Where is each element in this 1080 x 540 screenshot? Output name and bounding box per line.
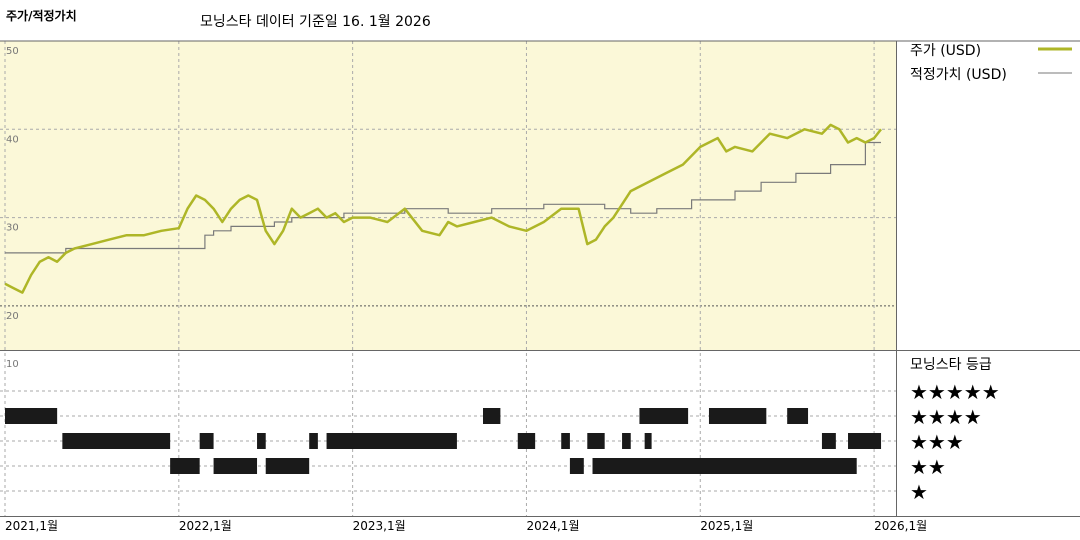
price-panel-background: [0, 41, 896, 350]
price-line: [4, 123, 882, 294]
x-tick-label: 2021,1월: [5, 519, 58, 533]
stars-3: ★★★: [910, 430, 964, 454]
fair-value-series: [5, 141, 881, 254]
rating-bar: [708, 408, 767, 424]
rating-bar: [257, 433, 266, 449]
y-tick-label: 50: [6, 46, 19, 57]
legend-fair-label: 적정가치 (USD): [910, 67, 1007, 83]
rating-bar: [787, 408, 809, 424]
rating-bars: [5, 408, 882, 474]
fair-value-line: [5, 141, 881, 254]
stars-4: ★★★★: [910, 405, 982, 429]
rating-bar: [5, 408, 58, 424]
stars-2: ★★: [910, 455, 946, 479]
rating-bar: [62, 433, 171, 449]
data-date-title: 모닝스타 데이터 기준일 16. 1월 2026: [200, 14, 431, 30]
x-tick-label: 2026,1월: [874, 519, 927, 533]
rating-bar: [517, 433, 536, 449]
y-tick-label: 30: [6, 223, 19, 234]
x-tick-label: 2022,1월: [179, 519, 232, 533]
legend: 주가 (USD) 적정가치 (USD): [910, 43, 1072, 83]
rating-bar: [561, 433, 570, 449]
rating-ytick: 10: [6, 359, 19, 370]
rating-bar: [170, 458, 200, 474]
rating-bar: [644, 433, 652, 449]
legend-price-label: 주가 (USD): [910, 43, 981, 59]
x-tick-label: 2024,1월: [526, 519, 579, 533]
rating-bar: [821, 433, 836, 449]
y-tick-label: 40: [6, 134, 19, 145]
stars-1: ★: [910, 480, 928, 504]
rating-bar: [213, 458, 258, 474]
price-series: [4, 123, 882, 294]
x-tick-labels: 2021,1월 2022,1월 2023,1월 2024,1월 2025,1월 2026,…: [5, 519, 927, 533]
y-tick-labels: 20 30 40 50: [6, 46, 19, 322]
rating-bar: [199, 433, 214, 449]
rating-bar: [483, 408, 501, 424]
rating-bar: [848, 433, 882, 449]
x-tick-label: 2025,1월: [700, 519, 753, 533]
chart-title-left: 주가/적정가치: [6, 8, 77, 23]
rating-legend: 10 모닝스타 등급 ★★★★★ ★★★★ ★★★ ★★ ★: [6, 357, 1000, 504]
rating-bar: [592, 458, 857, 474]
rating-bar: [569, 458, 584, 474]
rating-bar: [622, 433, 631, 449]
rating-bar: [309, 433, 318, 449]
y-tick-label: 20: [6, 311, 19, 322]
rating-bar: [265, 458, 310, 474]
rating-bar: [639, 408, 689, 424]
rating-bar: [326, 433, 457, 449]
rating-title: 모닝스타 등급: [910, 357, 992, 373]
x-tick-label: 2023,1월: [353, 519, 406, 533]
rating-bar: [587, 433, 605, 449]
stars-5: ★★★★★: [910, 380, 1000, 404]
